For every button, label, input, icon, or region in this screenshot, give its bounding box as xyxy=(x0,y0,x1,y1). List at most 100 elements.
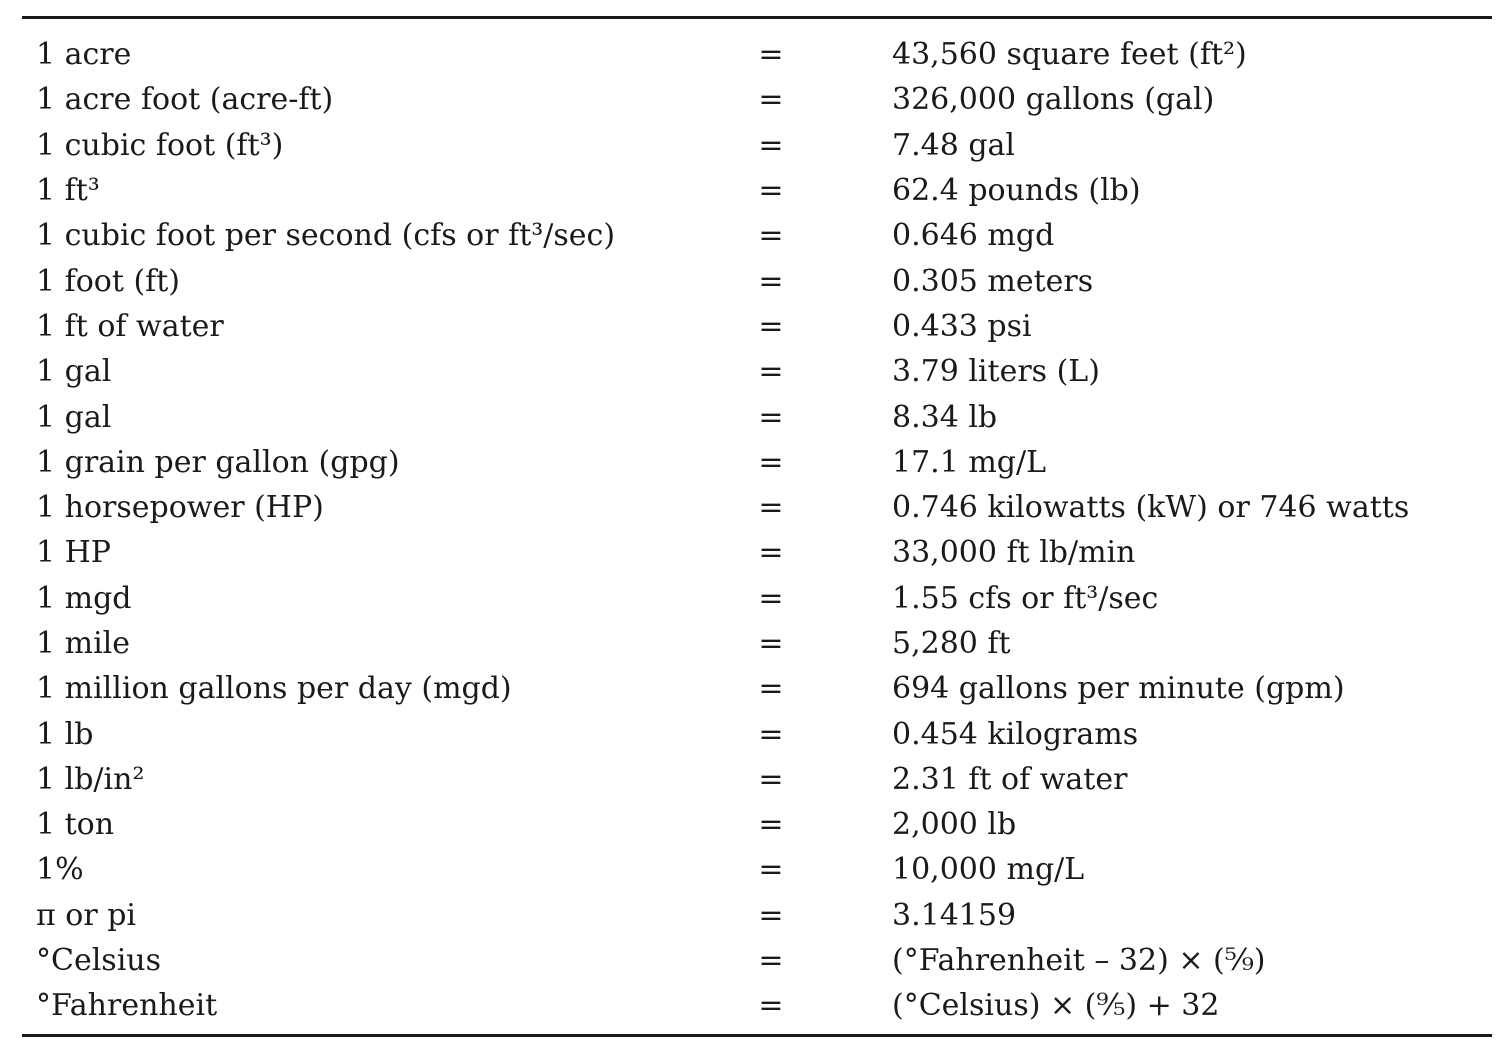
equals-sign: = xyxy=(758,399,784,435)
unit-lhs: °Fahrenheit xyxy=(36,988,218,1024)
equals-cell: = xyxy=(756,349,892,394)
equals-sign: = xyxy=(758,761,784,797)
equals-sign: = xyxy=(758,354,784,390)
unit-lhs: 1 ft of water xyxy=(36,308,224,344)
table-row: 1 HP = 33,000 ft lb/min xyxy=(36,530,1476,575)
unit-rhs: 2,000 lb xyxy=(892,807,1017,843)
unit-lhs: 1 cubic foot (ft³) xyxy=(36,127,284,163)
table-row: 1 ft of water = 0.433 psi xyxy=(36,304,1476,349)
equals-cell: = xyxy=(756,893,892,938)
equals-sign: = xyxy=(758,490,784,526)
unit-rhs: 3.79 liters (L) xyxy=(892,354,1100,390)
conversion-table: 1 acre = 43,560 square feet (ft²) 1 acre fo… xyxy=(36,32,1476,1029)
unit-rhs: (°Fahrenheit – 32) × (⁵⁄₉) xyxy=(892,943,1266,979)
conversion-table-body: 1 acre = 43,560 square feet (ft²) 1 acre fo… xyxy=(36,32,1476,1029)
table-row: 1 ton = 2,000 lb xyxy=(36,802,1476,847)
unit-rhs: 0.646 mgd xyxy=(892,218,1055,254)
table-row: π or pi = 3.14159 xyxy=(36,893,1476,938)
table-row: 1 lb = 0.454 kilograms xyxy=(36,711,1476,756)
equals-cell: = xyxy=(756,983,892,1028)
unit-lhs: 1 grain per gallon (gpg) xyxy=(36,444,400,480)
equals-sign: = xyxy=(758,852,784,888)
equals-cell: = xyxy=(756,757,892,802)
unit-lhs: 1 acre foot (acre-ft) xyxy=(36,82,334,118)
unit-rhs: 33,000 ft lb/min xyxy=(892,535,1136,571)
top-rule xyxy=(22,16,1492,19)
table-row: 1 cubic foot per second (cfs or ft³/sec)… xyxy=(36,213,1476,258)
equals-cell: = xyxy=(756,123,892,168)
equals-cell: = xyxy=(756,304,892,349)
equals-sign: = xyxy=(758,218,784,254)
table-row: °Fahrenheit = (°Celsius) × (⁹⁄₅) + 32 xyxy=(36,983,1476,1028)
unit-lhs: 1 mgd xyxy=(36,580,132,616)
unit-rhs: 10,000 mg/L xyxy=(892,852,1085,888)
unit-lhs: 1 mile xyxy=(36,626,131,661)
equals-cell: = xyxy=(756,32,892,77)
equals-cell: = xyxy=(756,576,892,621)
equals-sign: = xyxy=(758,444,784,480)
equals-cell: = xyxy=(756,530,892,575)
equals-cell: = xyxy=(756,711,892,756)
equals-sign: = xyxy=(758,580,784,616)
unit-rhs: 7.48 gal xyxy=(892,127,1016,163)
equals-cell: = xyxy=(756,77,892,122)
unit-lhs: 1 ton xyxy=(36,807,115,843)
unit-rhs: (°Celsius) × (⁹⁄₅) + 32 xyxy=(892,988,1220,1024)
unit-lhs: 1 foot (ft) xyxy=(36,263,181,299)
equals-cell: = xyxy=(756,168,892,213)
equals-sign: = xyxy=(758,82,784,118)
table-row: 1 acre foot (acre-ft) = 326,000 gallons (g… xyxy=(36,77,1476,122)
unit-rhs: 0.746 kilowatts (kW) or 746 watts xyxy=(892,490,1410,526)
equals-sign: = xyxy=(758,263,784,299)
equals-sign: = xyxy=(758,897,784,933)
equals-cell: = xyxy=(756,666,892,711)
unit-lhs: 1 acre xyxy=(36,37,132,73)
equals-sign: = xyxy=(758,988,784,1024)
equals-sign: = xyxy=(758,671,784,707)
equals-sign: = xyxy=(758,807,784,843)
unit-rhs: 8.34 lb xyxy=(892,399,998,435)
equals-sign: = xyxy=(758,308,784,344)
equals-sign: = xyxy=(758,37,784,73)
unit-rhs: 2.31 ft of water xyxy=(892,761,1128,797)
table-row: 1 mile = 5,280 ft xyxy=(36,621,1476,666)
unit-lhs: 1 gal xyxy=(36,399,112,435)
unit-lhs: 1 lb xyxy=(36,716,94,752)
equals-cell: = xyxy=(756,802,892,847)
unit-rhs: 5,280 ft xyxy=(892,626,1011,661)
table-row: 1 lb/in² = 2.31 ft of water xyxy=(36,757,1476,802)
unit-lhs: 1% xyxy=(36,852,84,888)
table-row: 1 acre = 43,560 square feet (ft²) xyxy=(36,32,1476,77)
table-row: 1 grain per gallon (gpg) = 17.1 mg/L xyxy=(36,440,1476,485)
unit-lhs: 1 horsepower (HP) xyxy=(36,490,324,526)
unit-rhs: 62.4 pounds (lb) xyxy=(892,173,1141,209)
unit-rhs: 43,560 square feet (ft²) xyxy=(892,37,1247,73)
unit-lhs: 1 HP xyxy=(36,535,111,571)
unit-lhs: π or pi xyxy=(36,897,136,933)
equals-cell: = xyxy=(756,258,892,303)
unit-lhs: 1 ft³ xyxy=(36,173,100,209)
equals-cell: = xyxy=(756,213,892,258)
table-row: 1 gal = 8.34 lb xyxy=(36,394,1476,439)
table-row: 1 cubic foot (ft³) = 7.48 gal xyxy=(36,123,1476,168)
equals-cell: = xyxy=(756,938,892,983)
equals-sign: = xyxy=(758,626,784,661)
equals-cell: = xyxy=(756,394,892,439)
table-row: °Celsius = (°Fahrenheit – 32) × (⁵⁄₉) xyxy=(36,938,1476,983)
equals-cell: = xyxy=(756,485,892,530)
table-row: 1 ft³ = 62.4 pounds (lb) xyxy=(36,168,1476,213)
table-row: 1 foot (ft) = 0.305 meters xyxy=(36,258,1476,303)
unit-lhs: 1 cubic foot per second (cfs or ft³/sec) xyxy=(36,218,616,254)
equals-sign: = xyxy=(758,173,784,209)
equals-sign: = xyxy=(758,716,784,752)
equals-cell: = xyxy=(756,440,892,485)
unit-rhs: 0.454 kilograms xyxy=(892,716,1139,752)
table-row: 1 horsepower (HP) = 0.746 kilowatts (kW) o… xyxy=(36,485,1476,530)
unit-lhs: 1 lb/in² xyxy=(36,761,145,797)
unit-rhs: 3.14159 xyxy=(892,897,1017,933)
table-row: 1 mgd = 1.55 cfs or ft³/sec xyxy=(36,576,1476,621)
unit-rhs: 0.305 meters xyxy=(892,263,1094,299)
unit-rhs: 326,000 gallons (gal) xyxy=(892,82,1215,118)
table-row: 1 gal = 3.79 liters (L) xyxy=(36,349,1476,394)
unit-lhs: 1 gal xyxy=(36,354,112,390)
